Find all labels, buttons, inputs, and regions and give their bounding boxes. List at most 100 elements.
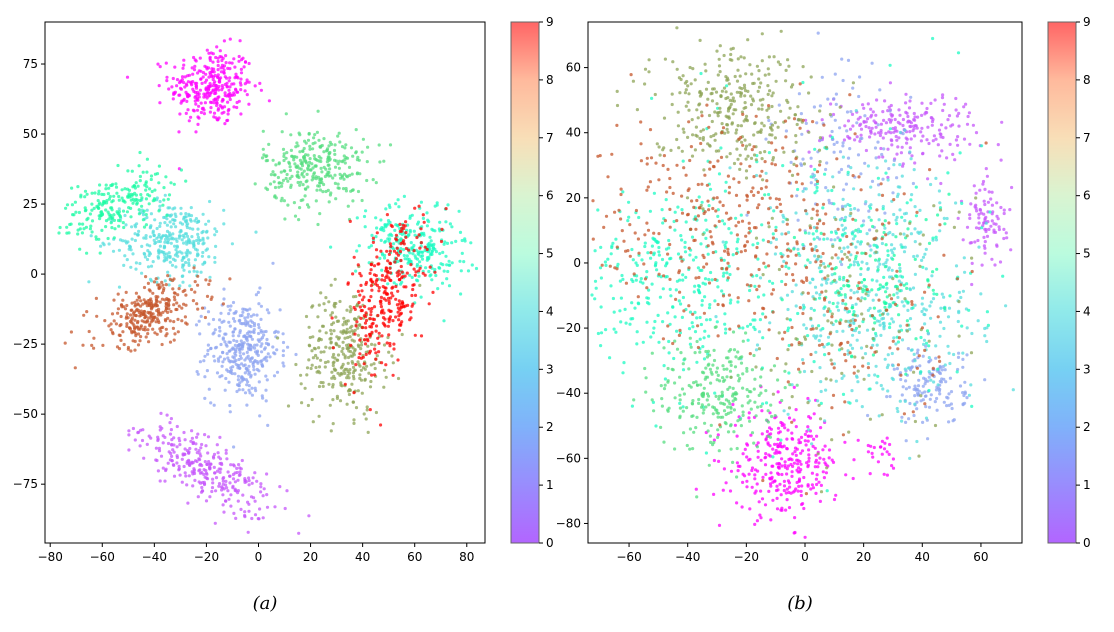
scatter-point [458,259,462,263]
scatter-point [756,257,760,261]
scatter-point [206,352,210,356]
scatter-point [691,325,695,329]
scatter-point [228,97,232,102]
scatter-point [78,227,82,231]
scatter-point [852,187,856,191]
scatter-point [938,201,942,205]
scatter-point [841,155,846,159]
scatter-point [761,336,765,340]
scatter-point [193,290,197,294]
scatter-point [247,343,251,347]
scatter-point [401,240,405,245]
scatter-point [376,313,380,318]
scatter-point [157,320,161,325]
scatter-point [863,161,867,165]
scatter-point [979,292,983,296]
scatter-point [299,167,303,171]
scatter-point [891,191,895,195]
scatter-point [165,332,169,336]
scatter-point [851,124,855,128]
scatter-point [90,191,94,195]
scatter-point [956,51,961,55]
scatter-point [684,275,688,279]
scatter-point [364,334,368,338]
scatter-point [256,338,260,342]
scatter-point [218,457,223,461]
scatter-point [847,309,852,314]
scatter-point [875,343,879,347]
scatter-point [367,299,371,303]
scatter-point [853,234,857,238]
scatter-point [807,448,811,452]
scatter-point [387,239,391,243]
scatter-point [315,188,319,192]
scatter-point [351,346,355,350]
scatter-point [896,409,900,414]
scatter-point [688,310,693,314]
scatter-point [329,245,333,249]
scatter-point [652,237,656,241]
scatter-point [107,186,111,190]
scatter-point [321,384,325,388]
scatter-point [886,249,890,253]
scatter-point [178,112,182,116]
scatter-point [927,405,932,409]
scatter-point [618,309,622,313]
scatter-point [208,495,212,499]
scatter-point [438,252,442,256]
scatter-point [366,145,370,149]
scatter-point [173,244,177,248]
scatter-point [779,252,783,256]
scatter-point [359,356,363,360]
scatter-point [846,119,851,123]
scatter-point [382,256,387,260]
scatter-point [299,180,303,184]
scatter-point [190,66,194,70]
scatter-point [111,249,116,253]
scatter-point [939,306,943,310]
scatter-point [934,356,938,360]
scatter-point [770,464,774,468]
scatter-point [716,285,720,289]
scatter-point [745,485,749,489]
scatter-point [774,448,778,453]
scatter-point [894,284,898,288]
scatter-point [340,349,344,353]
scatter-point [159,313,163,317]
scatter-point [1002,208,1006,212]
scatter-point [278,308,282,312]
scatter-point [658,295,663,299]
scatter-point [787,490,791,495]
scatter-point [927,388,931,393]
scatter-point [261,129,265,133]
scatter-point [140,196,144,200]
scatter-point [177,467,181,471]
scatter-point [974,203,978,207]
scatter-point [338,140,342,144]
scatter-point [834,379,838,383]
scatter-point [856,227,861,231]
scatter-point [721,240,725,244]
scatter-point [442,319,446,323]
scatter-point [273,505,277,509]
scatter-point [202,95,206,99]
scatter-point [231,484,235,488]
scatter-point [840,233,845,237]
scatter-point [144,234,148,238]
scatter-point [890,351,894,356]
scatter-point [145,319,149,323]
scatter-point [983,334,987,338]
scatter-point [778,441,783,445]
scatter-point [125,322,129,326]
scatter-point [65,225,69,229]
scatter-point [924,344,928,348]
scatter-point [846,134,850,139]
scatter-point [379,238,383,242]
scatter-point [919,335,923,340]
scatter-point [777,465,781,469]
scatter-point [312,136,316,140]
scatter-point [213,89,218,93]
scatter-point [221,302,225,306]
scatter-point [217,359,221,363]
scatter-point [920,258,924,262]
